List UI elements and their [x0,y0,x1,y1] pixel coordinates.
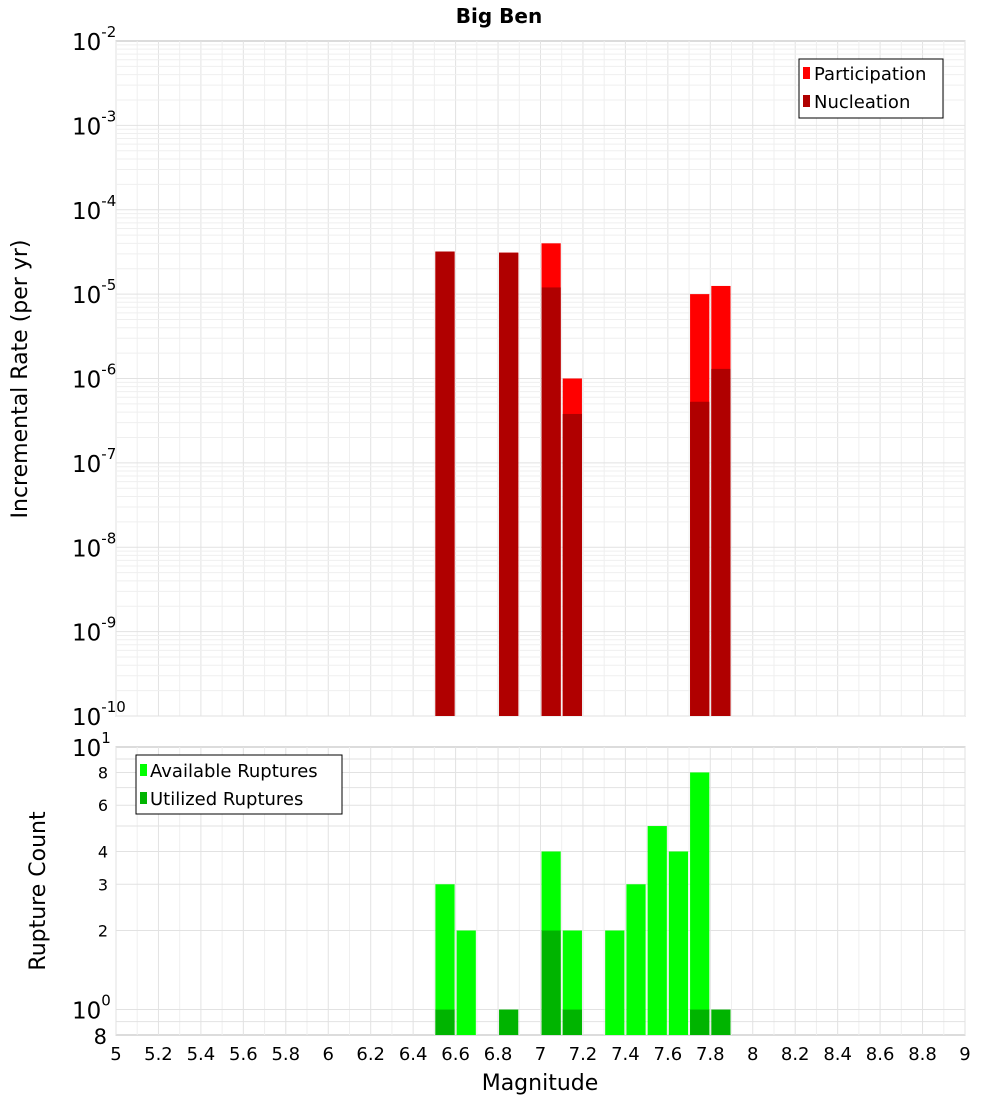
utilized-ruptures-bar [562,1009,582,1035]
count-grid [115,747,966,1035]
rate-y-axis-label: Incremental Rate (per yr) [8,240,33,519]
nucleation-legend-label: Nucleation [814,92,910,113]
rate-y-tick-label: 10-9 [72,614,116,647]
x-tick-label: 7.6 [654,1044,683,1065]
x-axis-label: Magnitude [482,1071,599,1096]
rate-legend: Participation Nucleation [798,58,944,119]
count-bars [435,772,731,1035]
nucleation-bar [541,287,561,716]
rate-y-ticks: 10-2 10-3 10-4 10-5 10-6 10-7 10-8 10-9 10-10 [72,23,126,731]
participation-legend-label: Participation [814,64,926,85]
utilized-ruptures-bar [499,1009,519,1035]
rate-y-tick-label: 10-7 [72,445,116,478]
count-y-axis-label: Rupture Count [26,811,51,971]
available-ruptures-bar [668,851,689,1035]
x-tick-label: 6.6 [441,1044,470,1065]
rate-panel: 10-2 10-3 10-4 10-5 10-6 10-7 10-8 10-9 10-10 In… [8,23,966,731]
x-tick-label: 6 [323,1044,334,1065]
available-ruptures-bar [690,772,710,1035]
count-legend-box [135,754,343,815]
x-tick-label: 6.2 [356,1044,385,1065]
rate-y-tick-label: 10-2 [72,23,116,56]
rate-y-tick-label: 10-5 [72,276,116,309]
nucleation-bar [435,251,455,716]
utilized-legend-label: Utilized Ruptures [150,789,303,810]
available-ruptures-bar [647,826,667,1035]
participation-legend-swatch [803,67,810,79]
nucleation-bar [711,368,731,716]
available-ruptures-bar [456,930,476,1035]
count-y-tick-label: 101 [72,729,111,762]
magnitude-x-ticks: 5 5.2 5.4 5.6 5.8 6 6.2 6.4 6.6 6.8 7 7.2 7.4 7.6 7.8 8… [110,1044,970,1065]
available-ruptures-bar [605,930,625,1035]
available-ruptures-bar [562,930,582,1035]
x-tick-label: 8 [747,1044,758,1065]
x-tick-label: 8.6 [866,1044,895,1065]
x-tick-label: 6.8 [484,1044,513,1065]
x-tick-label: 7.8 [696,1044,725,1065]
count-y-tick-label: 2 [98,922,108,941]
available-legend-swatch [140,764,147,776]
rate-y-tick-label: 10-3 [72,107,116,140]
x-tick-label: 7 [535,1044,546,1065]
x-tick-label: 8.2 [781,1044,810,1065]
rate-y-tick-label: 10-4 [72,192,116,225]
count-y-tick-label: 6 [98,796,108,815]
count-y-tick-label: 100 [72,992,111,1025]
rate-y-tick-label: 10-8 [72,529,116,562]
utilized-ruptures-bar [690,1009,710,1035]
x-tick-label: 5.2 [144,1044,173,1065]
rate-y-tick-label: 10-10 [72,698,126,731]
rate-y-tick-label: 10-6 [72,361,116,394]
x-tick-label: 6.4 [399,1044,428,1065]
rate-legend-box [798,58,944,119]
rate-grid [115,41,966,717]
x-tick-label: 5 [110,1044,121,1065]
utilized-ruptures-bar [435,1009,455,1035]
x-tick-label: 7.4 [611,1044,640,1065]
x-tick-label: 5.4 [187,1044,216,1065]
utilized-ruptures-bar [541,930,561,1035]
x-tick-label: 7.2 [569,1044,598,1065]
x-tick-label: 5.6 [229,1044,258,1065]
count-y-tick-label: 4 [98,842,108,861]
available-ruptures-bar [435,884,455,1035]
nucleation-bar [562,413,582,716]
count-y-tick-label: 8 [98,763,108,782]
x-tick-label: 8.8 [908,1044,937,1065]
count-legend: Available Ruptures Utilized Ruptures [135,754,343,815]
count-y-tick-label: 3 [98,875,108,894]
count-y-tick-label: 8 [94,1025,107,1049]
chart-title: Big Ben [456,4,542,28]
available-ruptures-bar [626,884,646,1035]
x-tick-label: 5.8 [271,1044,300,1065]
utilized-legend-swatch [140,792,147,804]
rate-bars [435,243,731,717]
x-tick-label: 9 [959,1044,970,1065]
available-legend-label: Available Ruptures [150,761,318,782]
nucleation-legend-swatch [803,95,810,107]
nucleation-bar [690,401,710,716]
x-tick-label: 8.4 [823,1044,852,1065]
utilized-ruptures-bar [711,1009,731,1035]
nucleation-bar [499,252,519,716]
